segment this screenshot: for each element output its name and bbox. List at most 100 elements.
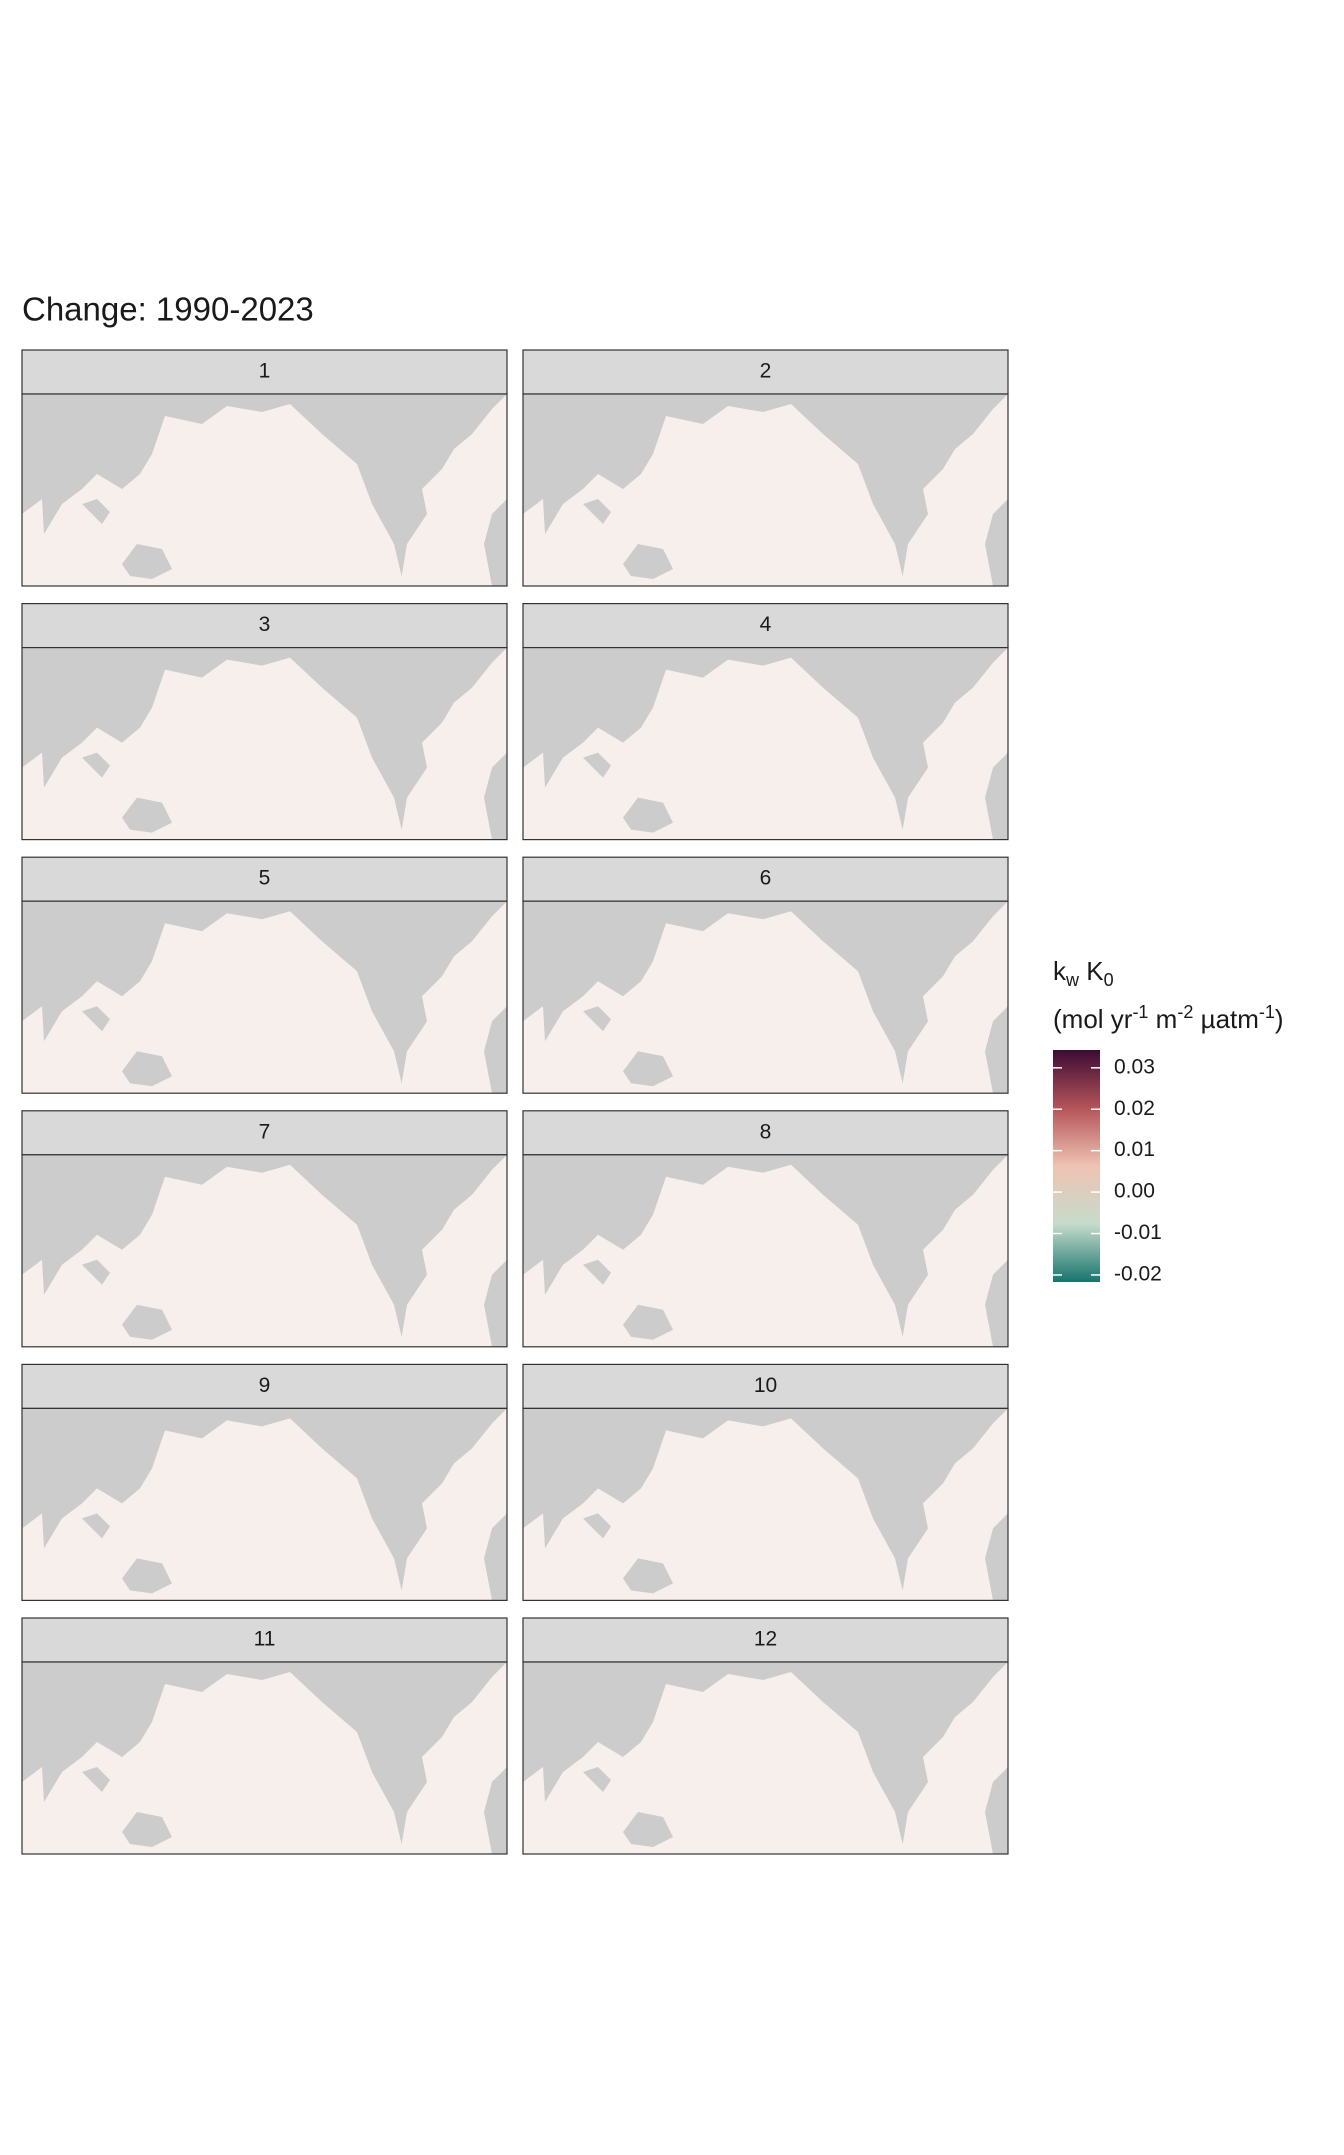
ocean <box>523 1767 548 1854</box>
ocean <box>400 901 507 1094</box>
panel-border <box>21 900 508 1094</box>
land <box>122 1304 172 1340</box>
land <box>623 1558 673 1594</box>
facet-label: 8 <box>760 1120 772 1143</box>
panel-border <box>21 1154 508 1348</box>
ocean <box>901 1662 1008 1854</box>
facet-label: 11 <box>254 1628 276 1651</box>
facet-label: 1 <box>259 360 271 383</box>
panel-border <box>522 646 1009 841</box>
ocean <box>22 1767 47 1854</box>
colorbar <box>1053 1050 1100 1282</box>
legend-title-part: ) <box>1275 1004 1284 1034</box>
ocean <box>901 1408 1008 1601</box>
ocean <box>543 911 905 1094</box>
land <box>623 797 673 833</box>
colorbar-ticks: 0.03 0.02 0.01 0.00 -0.01 -0.02 <box>1053 1055 1162 1286</box>
ocean <box>901 901 1008 1094</box>
panel-border <box>21 1407 508 1602</box>
land <box>82 752 110 778</box>
facet: 12 <box>522 1617 1009 1855</box>
legend-title-part: -1 <box>1259 1002 1275 1022</box>
legend-title-part: k <box>1053 956 1067 986</box>
facet: 2 <box>522 349 1009 587</box>
ocean <box>400 394 507 586</box>
ocean <box>400 1154 507 1347</box>
legend-title-line2: (mol yr-1 m-2 µatm-1) <box>1053 1002 1284 1034</box>
land <box>82 1767 110 1792</box>
facet: 6 <box>522 856 1009 1094</box>
facet-label: 3 <box>259 613 271 636</box>
panel-border <box>522 1154 1009 1348</box>
ocean <box>22 1006 47 1094</box>
ocean <box>22 499 47 586</box>
ocean <box>901 1154 1008 1347</box>
land <box>82 1513 110 1539</box>
facet-label: 6 <box>760 867 772 890</box>
ocean <box>523 1259 548 1347</box>
ocean <box>42 1418 404 1601</box>
facet-label: 10 <box>754 1374 777 1397</box>
colorbar-tick-label: 0.02 <box>1114 1097 1155 1120</box>
facet-strip <box>522 1110 1009 1156</box>
facet-strip <box>21 1617 508 1663</box>
ocean <box>22 1513 47 1601</box>
ocean <box>901 394 1008 586</box>
legend-title-part: -1 <box>1132 1002 1148 1022</box>
panel-border <box>21 646 508 841</box>
ocean <box>22 752 47 840</box>
land <box>623 544 673 579</box>
facet-strip <box>21 1363 508 1410</box>
land <box>122 544 172 579</box>
facet-strip <box>522 602 1009 649</box>
ocean <box>22 1259 47 1347</box>
ocean <box>42 657 404 840</box>
colorbar-tick-label: 0.01 <box>1114 1138 1155 1161</box>
ocean <box>523 752 548 840</box>
ocean <box>523 499 548 586</box>
facet-label: 7 <box>259 1120 271 1143</box>
land <box>623 1304 673 1340</box>
colorbar-tick-label: -0.02 <box>1114 1263 1162 1286</box>
ocean <box>42 404 404 586</box>
land <box>583 1259 611 1285</box>
panel-border <box>522 393 1009 587</box>
facet: 11 <box>21 1617 508 1855</box>
ocean <box>400 647 507 840</box>
ocean <box>42 911 404 1094</box>
ocean <box>901 647 1008 840</box>
facet: 10 <box>522 1363 1009 1602</box>
chart-title: Change: 1990-2023 <box>22 291 314 328</box>
land <box>583 1767 611 1792</box>
facet-label: 5 <box>259 867 271 890</box>
land <box>122 1051 172 1087</box>
panel-border <box>522 1407 1009 1602</box>
colorbar-tick-label: 0.03 <box>1114 1055 1155 1078</box>
legend-title-part: (mol yr <box>1053 1004 1133 1034</box>
facet-strip <box>21 349 508 395</box>
facet: 1 <box>21 349 508 587</box>
legend-title-part: -2 <box>1177 1002 1193 1022</box>
colorbar-tick-label: 0.00 <box>1114 1180 1155 1203</box>
land <box>82 1006 110 1032</box>
facet-label: 2 <box>760 360 772 383</box>
facet-strip <box>522 1363 1009 1410</box>
facet-strip <box>21 1110 508 1156</box>
ocean <box>523 1513 548 1601</box>
ocean <box>42 1164 404 1347</box>
land <box>583 1006 611 1032</box>
colorbar-tick-label: -0.01 <box>1114 1221 1162 1244</box>
facet: 8 <box>522 1110 1009 1348</box>
legend-title-line1: kw K0 <box>1053 956 1114 990</box>
land <box>623 1051 673 1087</box>
ocean <box>400 1662 507 1854</box>
facet: 9 <box>21 1363 508 1602</box>
land <box>122 797 172 833</box>
ocean <box>543 657 905 840</box>
ocean <box>543 1164 905 1347</box>
land <box>583 1513 611 1539</box>
ocean <box>543 1418 905 1601</box>
